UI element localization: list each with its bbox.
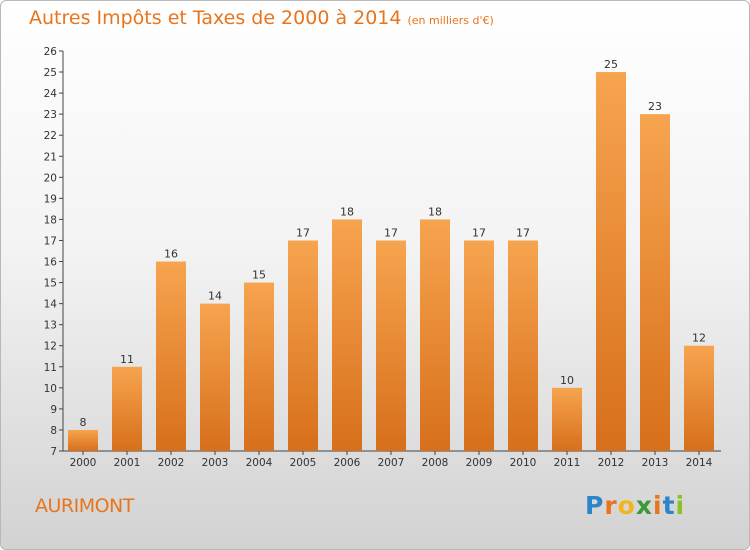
- x-tick-label: 2006: [334, 457, 361, 469]
- value-label: 15: [252, 269, 266, 282]
- value-label: 17: [516, 226, 530, 239]
- x-tick-label: 2012: [598, 457, 625, 469]
- value-label: 12: [692, 332, 706, 345]
- x-tick-label: 2010: [510, 457, 537, 469]
- bar-2011: [552, 387, 582, 451]
- y-tick-label: 20: [44, 172, 57, 184]
- y-tick-label: 14: [44, 299, 58, 311]
- y-tick-label: 10: [44, 383, 57, 395]
- bar-2013: [640, 114, 670, 451]
- logo-letter: i: [675, 491, 686, 520]
- y-tick-label: 23: [44, 109, 57, 121]
- y-tick-label: 21: [44, 151, 57, 163]
- value-label: 17: [472, 226, 486, 239]
- logo-letter: i: [653, 491, 663, 520]
- y-tick-label: 8: [50, 425, 57, 437]
- logo-letter: x: [635, 491, 653, 520]
- y-tick-label: 19: [44, 193, 57, 205]
- bars: [68, 72, 714, 451]
- value-label: 14: [208, 290, 222, 303]
- bar-2006: [332, 219, 362, 451]
- y-tick-label: 17: [44, 235, 57, 247]
- y-tick-label: 24: [44, 88, 58, 100]
- x-tick-label: 2011: [554, 457, 581, 469]
- bar-2002: [156, 261, 186, 451]
- x-tick-label: 2008: [422, 457, 449, 469]
- y-tick-label: 7: [50, 446, 57, 458]
- value-label: 18: [340, 205, 354, 218]
- x-tick-label: 2013: [642, 457, 669, 469]
- title-unit: (en milliers d'€): [407, 14, 494, 27]
- y-tick-label: 15: [44, 278, 57, 290]
- value-label: 8: [80, 416, 87, 429]
- location-label: AURIMONT: [35, 495, 134, 517]
- x-tick-label: 2007: [378, 457, 405, 469]
- y-tick-label: 25: [44, 67, 57, 79]
- value-label: 25: [604, 58, 618, 71]
- y-tick-label: 22: [44, 130, 57, 142]
- x-tick-label: 2001: [114, 457, 141, 469]
- y-tick-label: 26: [44, 46, 58, 58]
- data-labels: 8 11 16 14 15 17 18 17 18 17 17 10 25 23 12: [80, 58, 707, 429]
- bar-2010: [508, 240, 538, 451]
- title-text: Autres Impôts et Taxes de 2000 à 2014: [29, 7, 402, 29]
- value-label: 16: [164, 248, 178, 261]
- y-tick-label: 12: [44, 341, 57, 353]
- x-tick-label: 2002: [158, 457, 185, 469]
- chart-title: Autres Impôts et Taxes de 2000 à 2014 (en…: [29, 7, 494, 29]
- bar-2007: [376, 240, 406, 451]
- x-tick-label: 2003: [202, 457, 229, 469]
- y-tick-label: 13: [44, 320, 57, 332]
- value-label: 11: [120, 353, 134, 366]
- value-label: 17: [384, 226, 398, 239]
- y-tick-label: 18: [44, 214, 57, 226]
- y-tick-label: 16: [44, 257, 58, 269]
- bar-2004: [244, 282, 274, 451]
- logo-letter: t: [662, 491, 676, 520]
- bar-2000: [68, 429, 98, 451]
- bar-2008: [420, 219, 450, 451]
- logo-letter: r: [604, 491, 618, 520]
- logo-letter: o: [617, 491, 636, 520]
- y-tick-label: 9: [50, 404, 57, 416]
- x-tick-label: 2004: [246, 457, 273, 469]
- value-label: 10: [560, 374, 574, 387]
- y-tick-label: 11: [44, 362, 57, 374]
- bar-2012: [596, 72, 626, 451]
- value-label: 23: [648, 100, 662, 113]
- x-tick-label: 2005: [290, 457, 317, 469]
- x-tick-label: 2009: [466, 457, 493, 469]
- value-label: 17: [296, 226, 310, 239]
- x-tick-label: 2014: [686, 457, 713, 469]
- bar-2005: [288, 240, 318, 451]
- bar-2003: [200, 303, 230, 451]
- bar-2014: [684, 345, 714, 451]
- value-label: 18: [428, 205, 442, 218]
- logo-letter: P: [585, 491, 605, 520]
- x-tick-label: 2000: [70, 457, 97, 469]
- bar-2001: [112, 366, 142, 451]
- proxiti-logo: Proxiti: [585, 491, 685, 520]
- bar-2009: [464, 240, 494, 451]
